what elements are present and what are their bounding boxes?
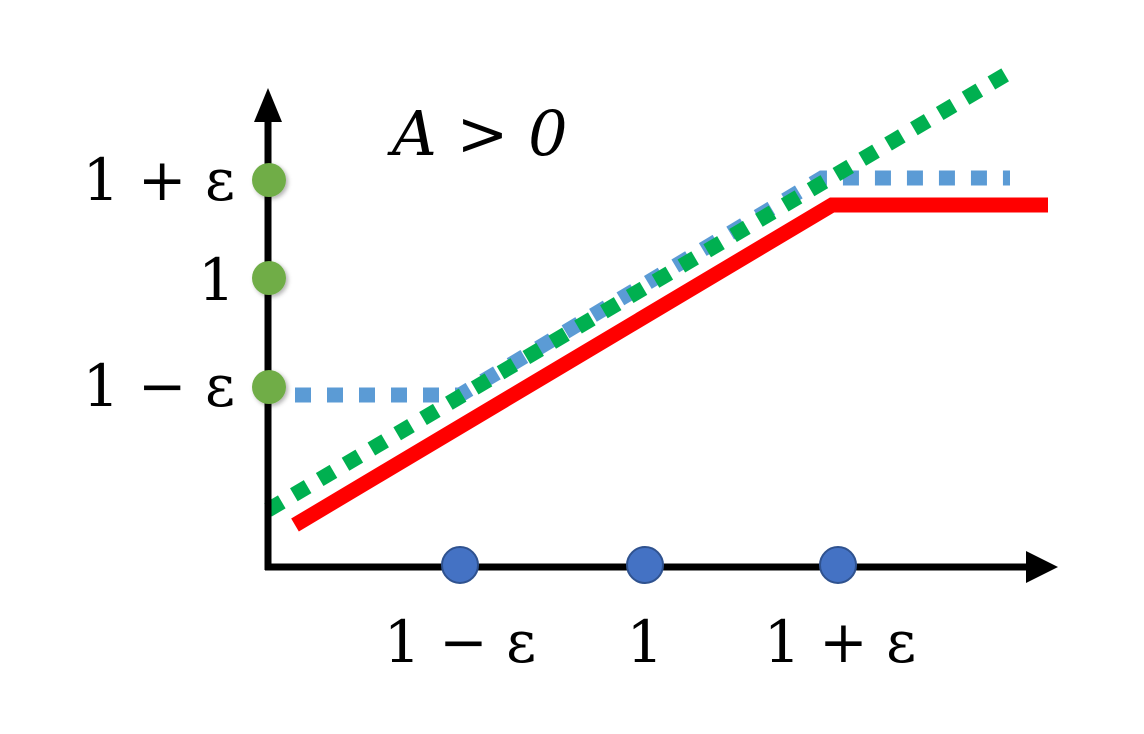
clipped-objective-line [291, 197, 1048, 532]
x-tick-label: 1 [627, 608, 664, 676]
y-tick-label: 1 − ε [83, 352, 235, 420]
y-marker-1-minus-eps [252, 370, 286, 404]
y-marker-1-plus-eps [252, 163, 286, 197]
y-tick-label: 1 + ε [83, 146, 235, 214]
x-axis-arrow-icon [1026, 551, 1058, 583]
x-marker-1 [626, 546, 664, 584]
y-tick-label: 1 [198, 246, 235, 314]
x-marker-1-plus-eps [819, 546, 857, 584]
diagram-title: A > 0 [387, 97, 568, 170]
clipped-ratio-line [295, 170, 1010, 403]
x-tick-label: 1 − ε [384, 608, 536, 676]
y-marker-1 [252, 261, 286, 295]
x-marker-1-minus-eps [441, 546, 479, 584]
y-axis-arrow-icon [254, 88, 282, 122]
unclipped-line [264, 65, 1014, 517]
x-tick-label: 1 + ε [764, 608, 916, 676]
